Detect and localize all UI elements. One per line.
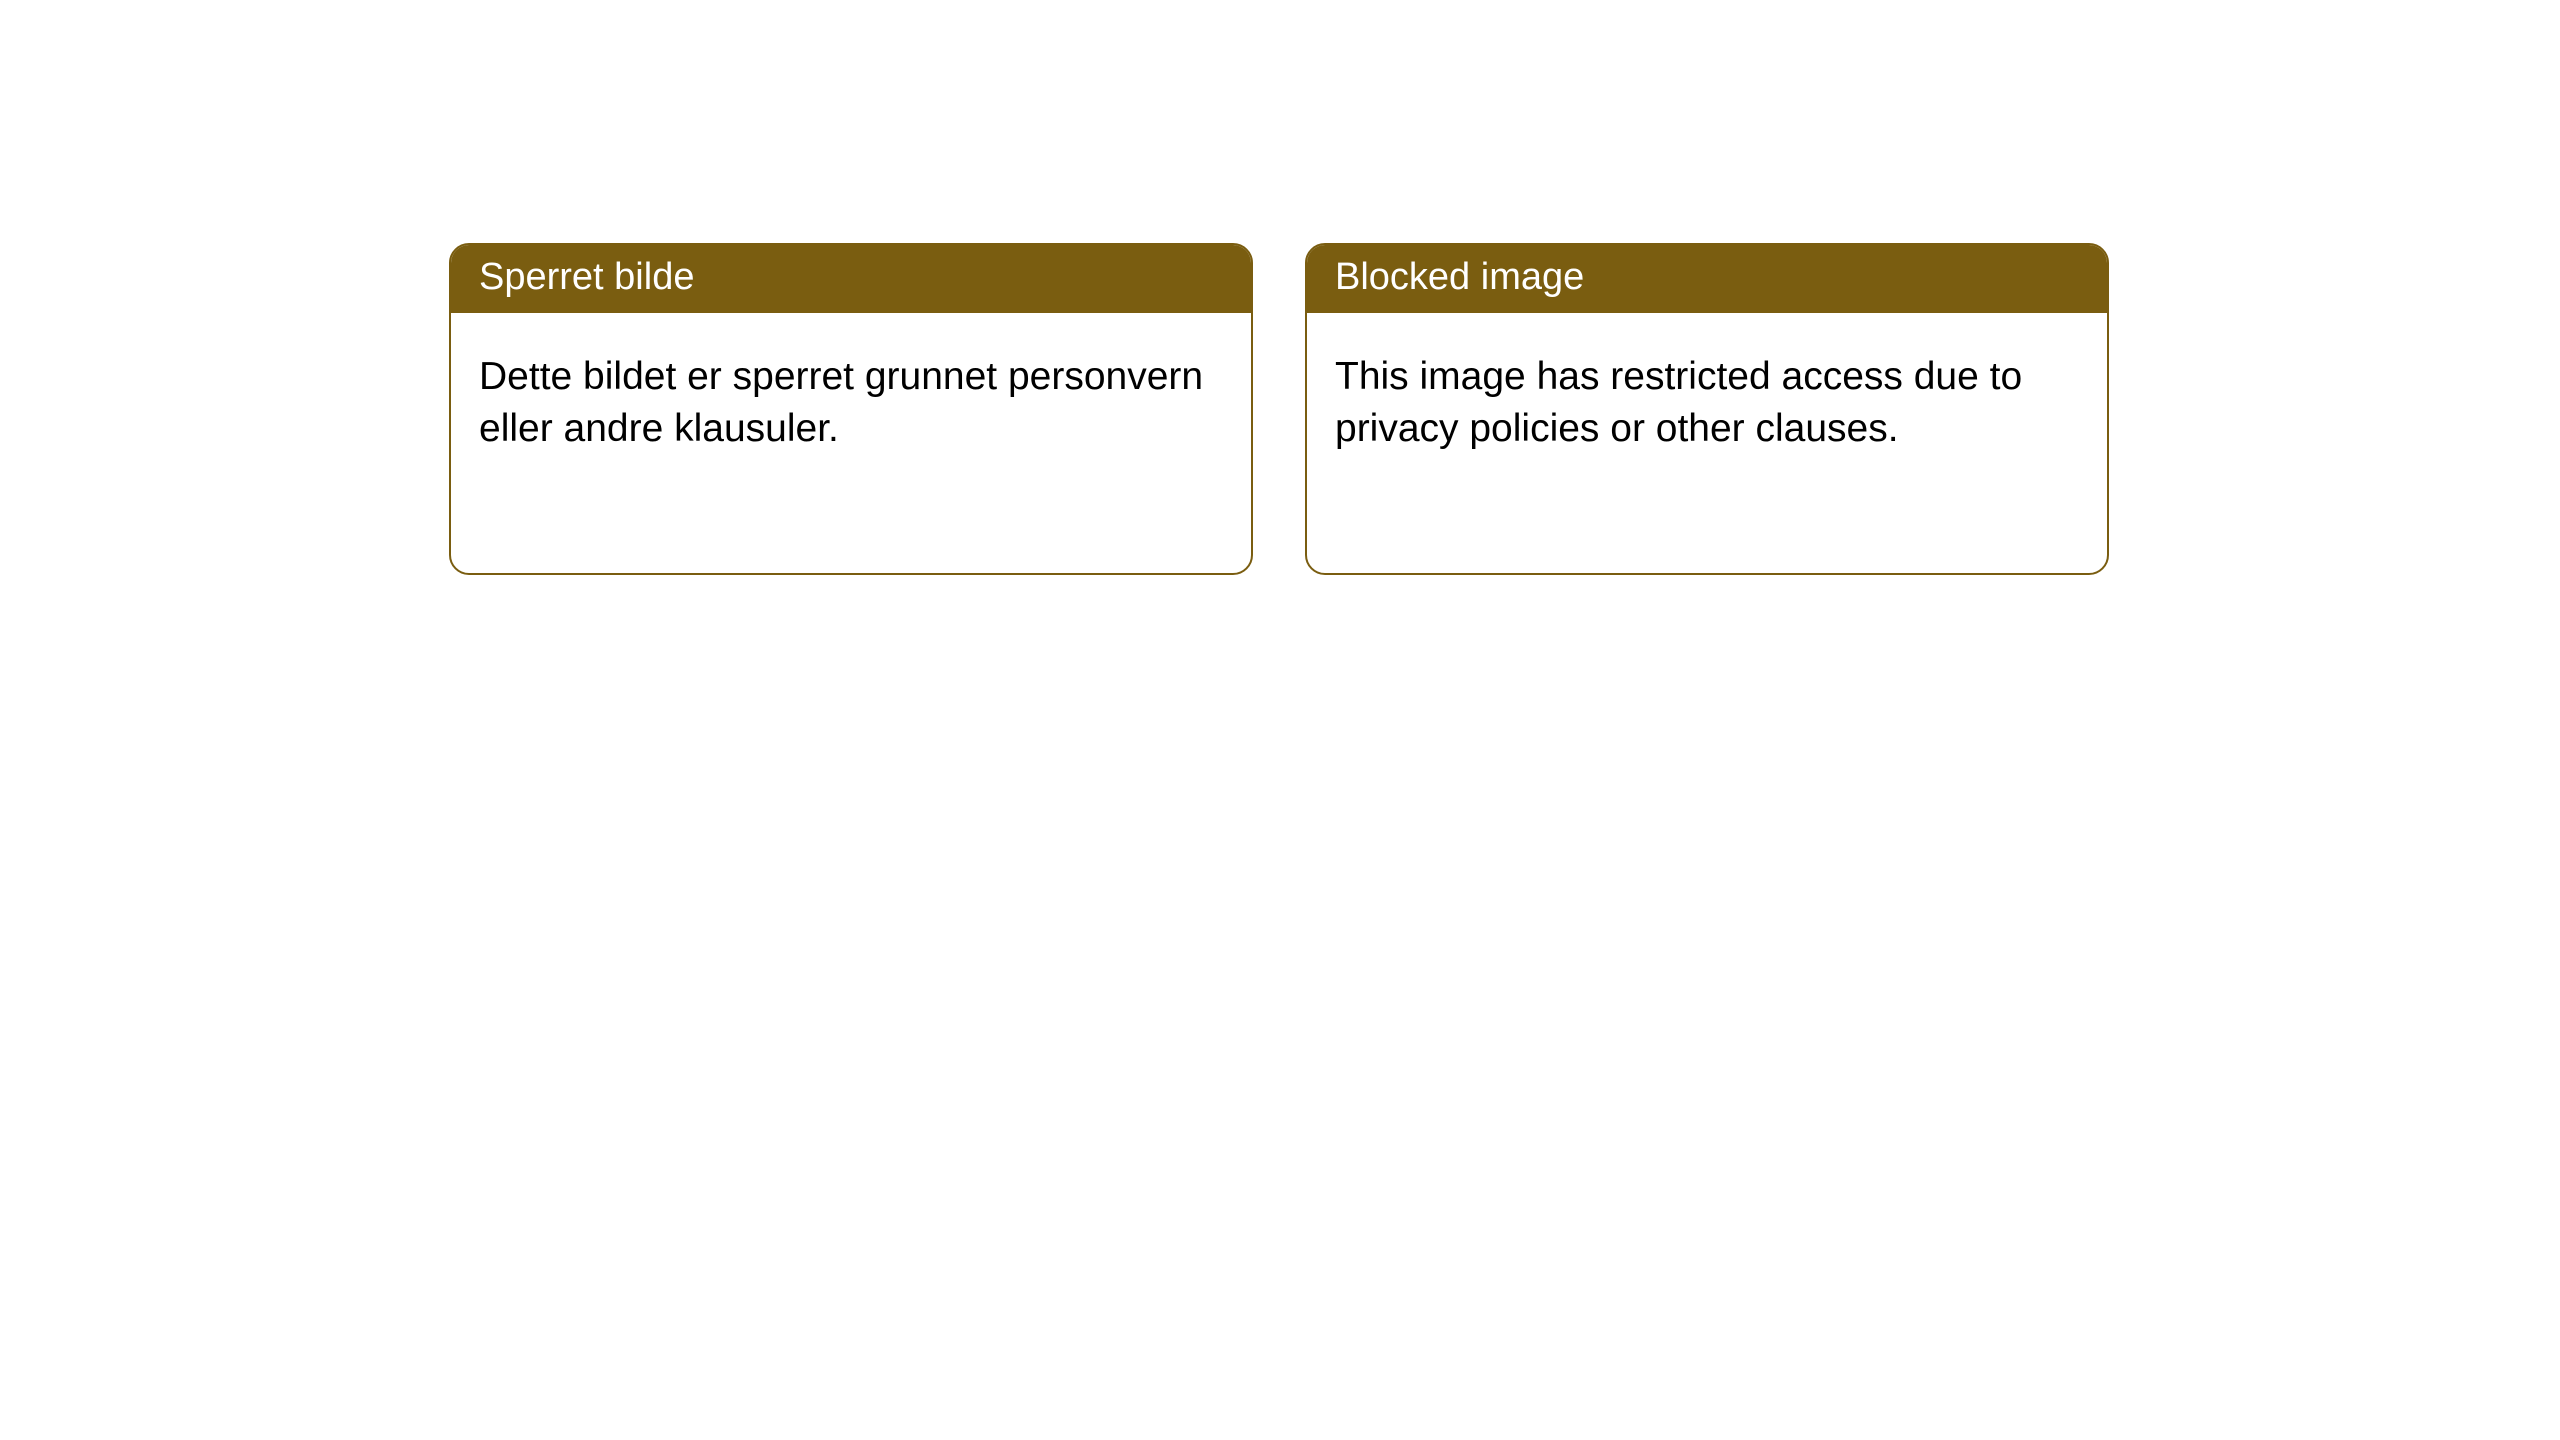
card-title-english: Blocked image xyxy=(1307,245,2107,313)
card-title-norwegian: Sperret bilde xyxy=(451,245,1251,313)
card-body-norwegian: Dette bildet er sperret grunnet personve… xyxy=(451,313,1251,484)
card-body-english: This image has restricted access due to … xyxy=(1307,313,2107,484)
blocked-image-card-norwegian: Sperret bilde Dette bildet er sperret gr… xyxy=(449,243,1253,575)
notice-container: Sperret bilde Dette bildet er sperret gr… xyxy=(0,0,2560,575)
blocked-image-card-english: Blocked image This image has restricted … xyxy=(1305,243,2109,575)
